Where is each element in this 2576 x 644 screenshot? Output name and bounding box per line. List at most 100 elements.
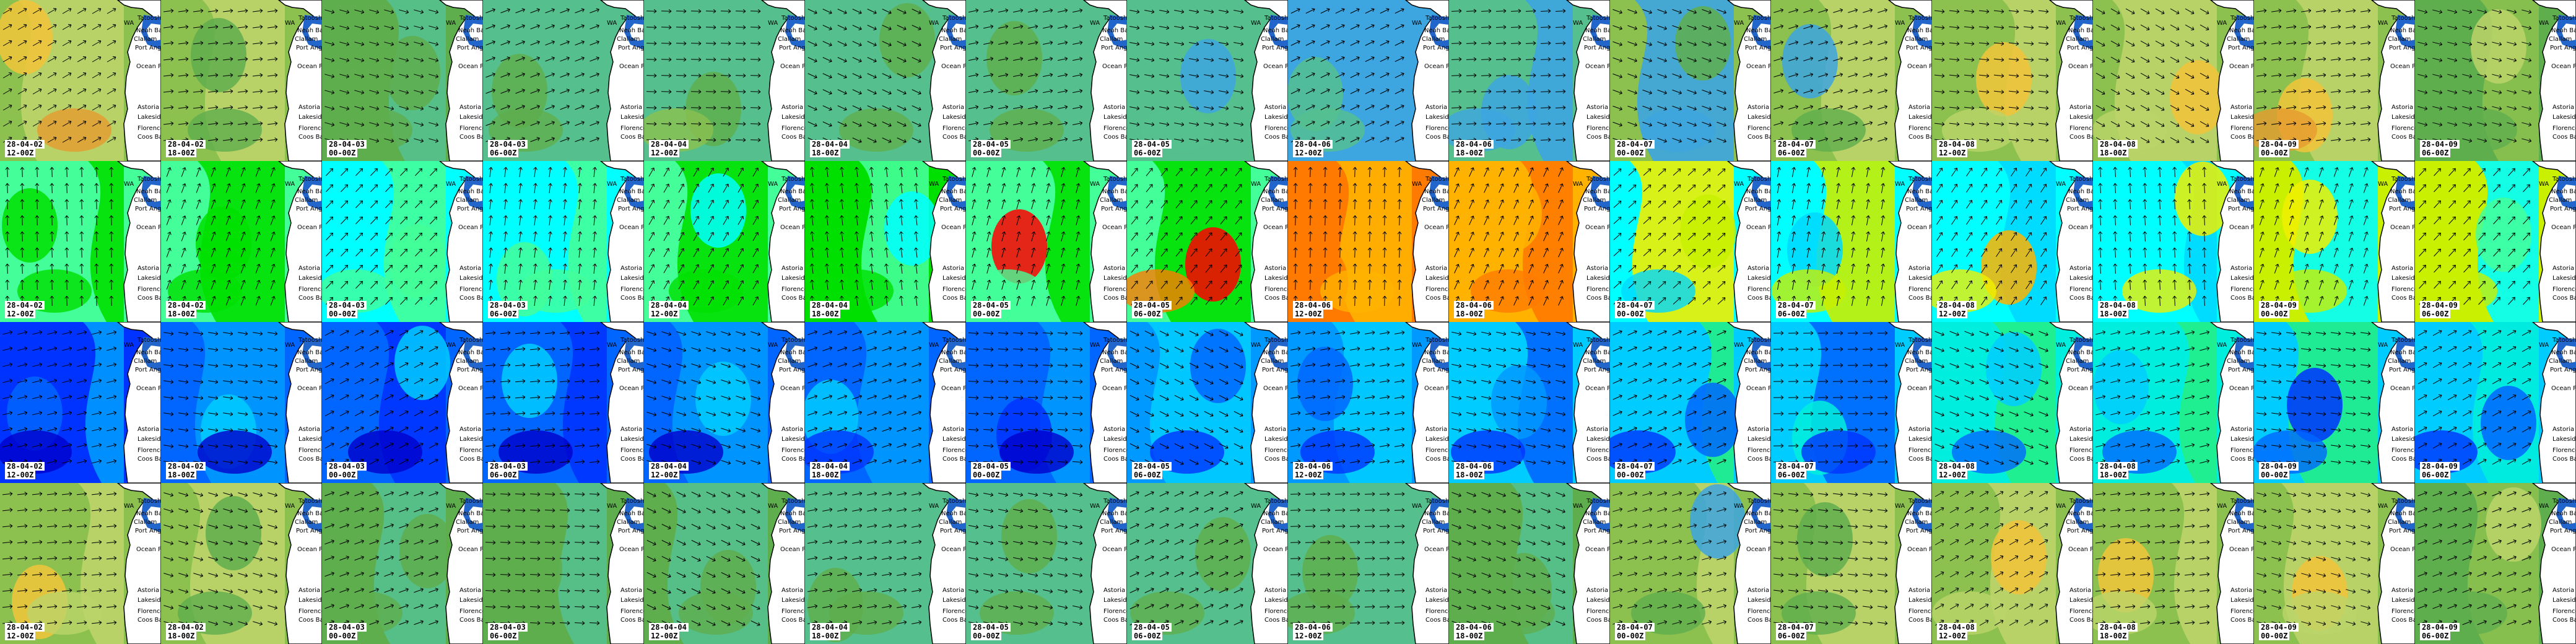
wind-arrow	[2463, 281, 2471, 289]
wind-arrow	[2304, 199, 2309, 209]
wind-arrow	[2155, 89, 2165, 95]
wind-arrow	[912, 427, 921, 432]
wind-arrow	[574, 556, 585, 561]
wind-arrow	[17, 24, 27, 30]
wind-arrow	[369, 588, 379, 593]
wind-arrow	[1966, 167, 1973, 176]
map-place-label: Neah Bay	[619, 349, 644, 356]
wind-arrow	[2447, 106, 2458, 111]
wind-arrow	[530, 40, 540, 46]
map-place-label: Astoria	[2552, 426, 2574, 433]
wind-arrow	[354, 106, 365, 111]
wind-arrow	[223, 412, 233, 417]
field-spot	[1787, 212, 1843, 287]
wind-arrow	[178, 412, 189, 417]
wind-arrow	[897, 539, 907, 544]
wind-arrows	[2256, 9, 2371, 142]
forecast-date: 28-04-09	[2259, 140, 2299, 149]
wind-arrow	[1543, 215, 1549, 225]
map-place-label: Astoria	[137, 587, 159, 594]
wind-arrow	[1012, 347, 1024, 352]
map-place-label: Port Angeles	[1584, 45, 1610, 51]
wind-arrow	[1323, 167, 1328, 178]
wind-arrow	[1397, 295, 1402, 307]
wind-arrow	[544, 604, 555, 609]
wind-arrow	[1673, 281, 1681, 289]
wind-arrow	[2155, 137, 2165, 144]
map-place-label: Clallam	[617, 358, 640, 365]
wind-arrow	[1001, 199, 1006, 209]
wind-arrow	[1964, 58, 1975, 62]
wind-arrow	[92, 346, 102, 351]
wind-arrows	[1934, 9, 2049, 142]
wind-arrow	[2304, 248, 2309, 258]
wind-arrow	[2477, 410, 2487, 417]
forecast-date: 28-04-03	[488, 301, 528, 310]
wind-arrow	[751, 347, 761, 352]
map-place-label: Florence	[1103, 125, 1127, 132]
wind-arrow	[1526, 347, 1536, 352]
map-place-label: Neah Bay	[136, 510, 161, 517]
wind-arrow	[1159, 90, 1170, 95]
field-spot	[879, 3, 935, 77]
wind-arrow	[533, 215, 537, 226]
wind-arrow	[912, 362, 921, 368]
wind-arrow	[2185, 56, 2195, 63]
wind-arrow	[2202, 279, 2207, 290]
